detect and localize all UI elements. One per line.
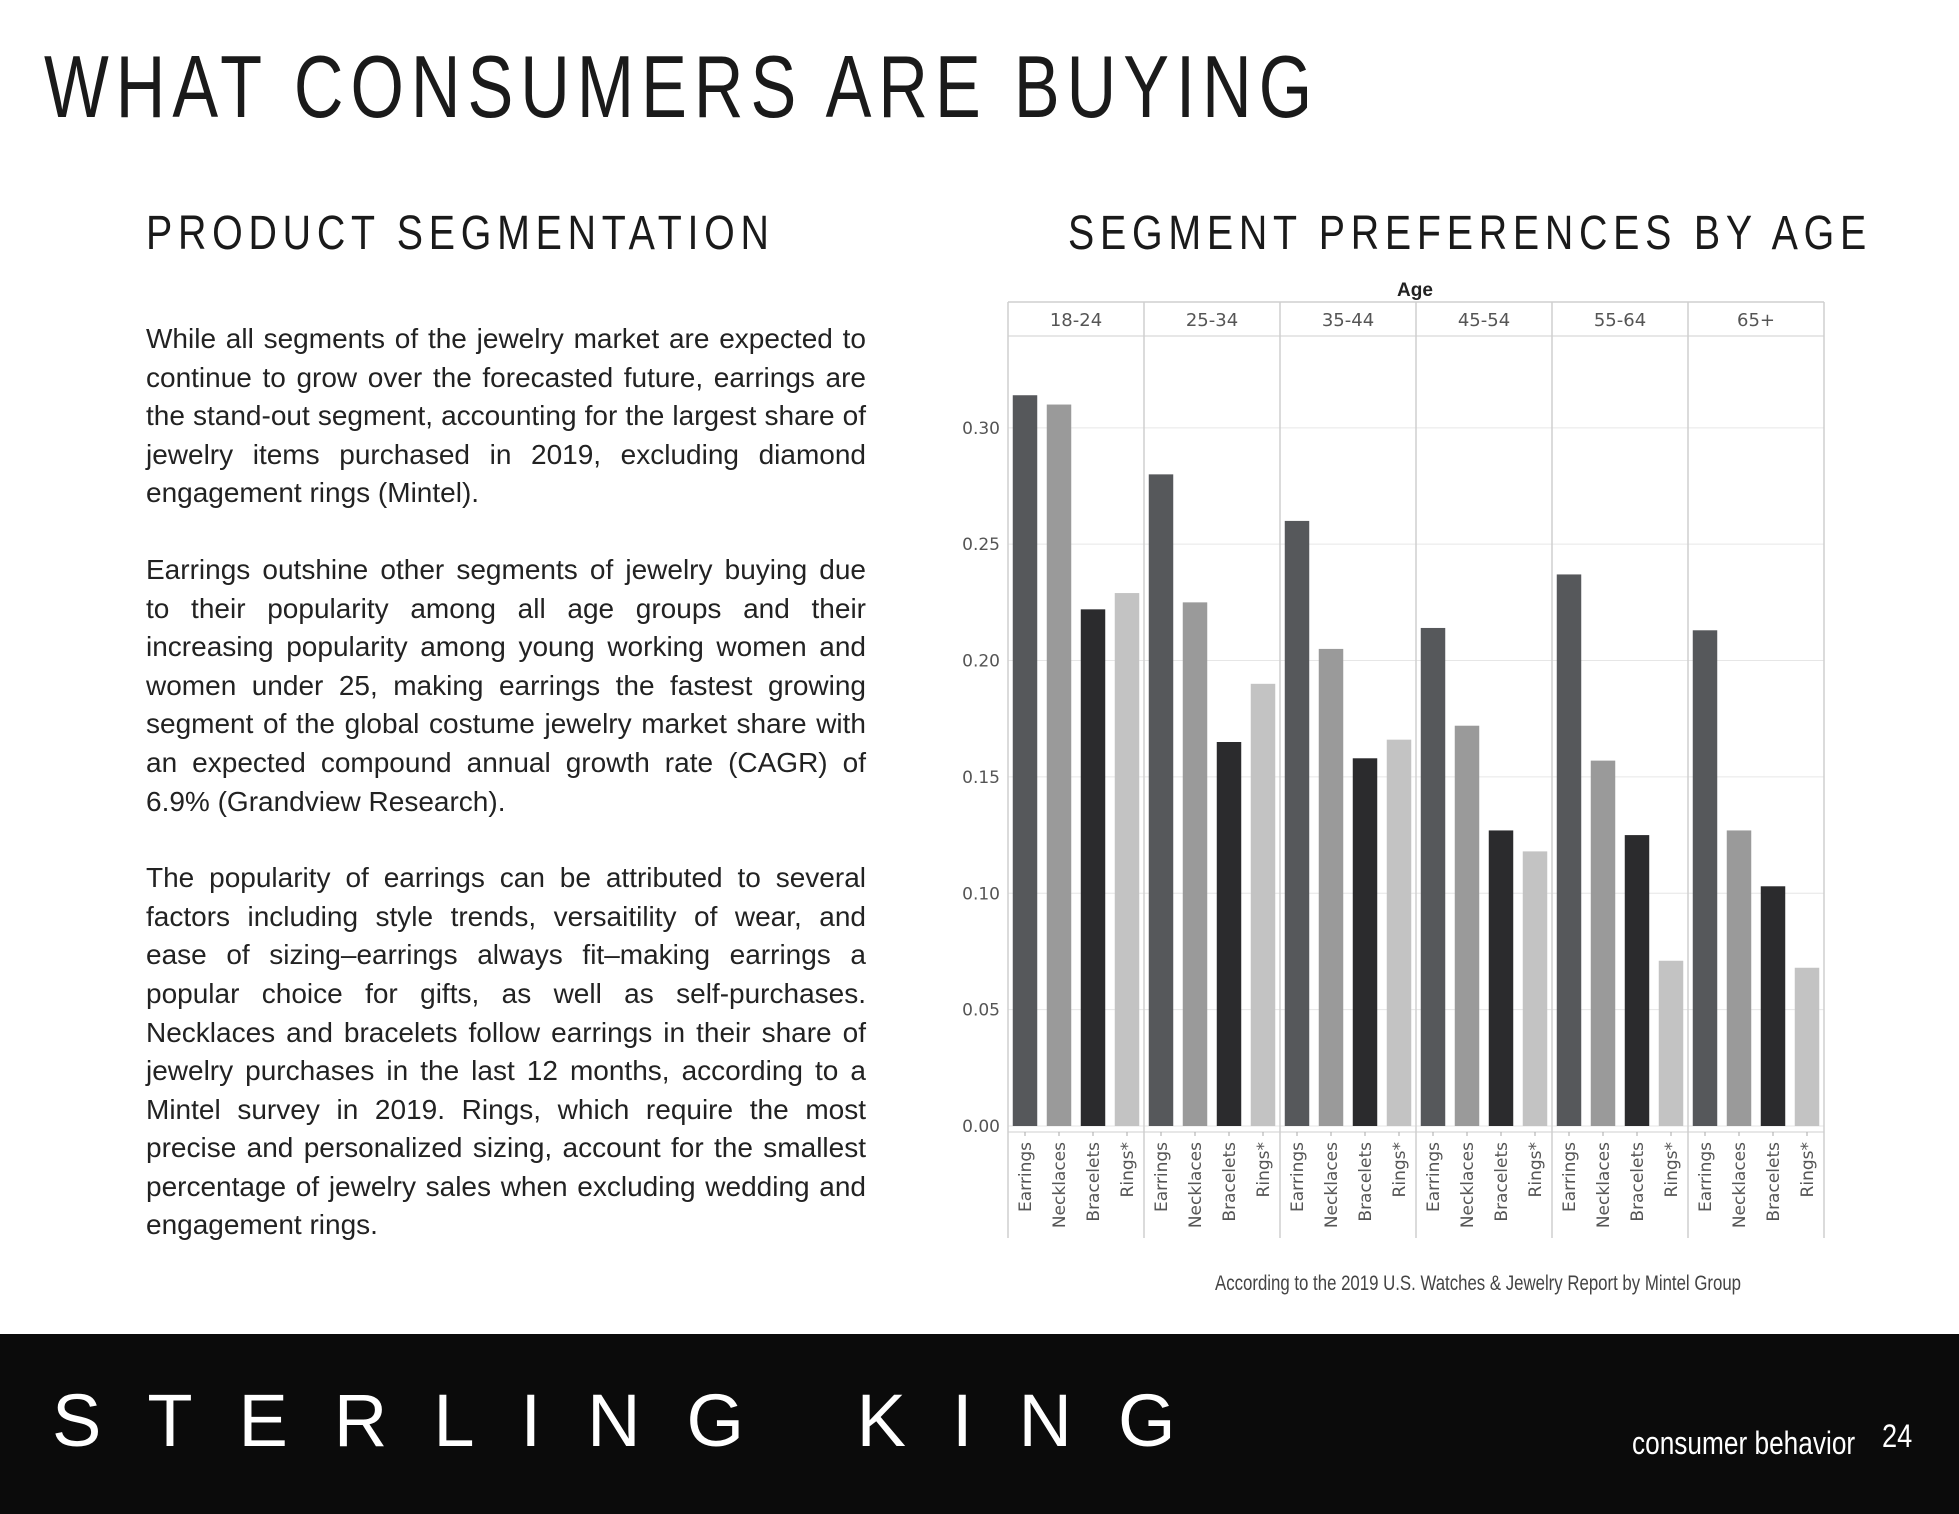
bar xyxy=(1726,830,1752,1126)
x-tick-label: Rings* xyxy=(1390,1142,1410,1197)
facet-label: 35-44 xyxy=(1322,310,1374,331)
x-tick-label: Earrings xyxy=(1152,1142,1172,1212)
x-tick-label: Rings* xyxy=(1662,1142,1682,1197)
facet-axis-label: Age xyxy=(1397,280,1433,301)
facet-label: 65+ xyxy=(1737,310,1775,331)
paragraph-1: While all segments of the jewelry market… xyxy=(146,323,866,509)
x-tick-label: Rings* xyxy=(1526,1142,1546,1197)
x-axis: Earrings Necklaces Bracelets Rings* Earrings… xyxy=(1016,1132,1818,1228)
y-tick-label: 0.00 xyxy=(962,1117,1000,1137)
facet-label: 25-34 xyxy=(1186,310,1238,331)
facet-label: 45-54 xyxy=(1458,310,1510,331)
x-tick-label: Necklaces xyxy=(1458,1142,1478,1228)
x-tick-label: Rings* xyxy=(1118,1142,1138,1197)
paragraph-3: The popularity of earrings can be attrib… xyxy=(146,862,866,1241)
bar xyxy=(1284,520,1310,1126)
y-axis: 0.00 0.05 0.10 0.15 0.20 0.25 0.30 xyxy=(962,419,1000,1137)
x-tick-label: Bracelets xyxy=(1084,1142,1104,1222)
x-tick-label: Bracelets xyxy=(1220,1142,1240,1222)
x-tick-label: Necklaces xyxy=(1186,1142,1206,1228)
x-tick-label: Earrings xyxy=(1696,1142,1716,1212)
bar xyxy=(1692,630,1718,1126)
brand-logo: STERLING KING xyxy=(52,1379,1222,1462)
x-tick-label: Earrings xyxy=(1424,1142,1444,1212)
bar xyxy=(1590,760,1616,1126)
x-tick-label: Rings* xyxy=(1798,1142,1818,1197)
x-tick-label: Bracelets xyxy=(1628,1142,1648,1222)
body-text: While all segments of the jewelry market… xyxy=(146,320,866,1283)
bar xyxy=(1012,395,1038,1127)
y-tick-label: 0.30 xyxy=(962,419,1000,439)
x-tick-label: Necklaces xyxy=(1050,1142,1070,1228)
x-tick-label: Necklaces xyxy=(1730,1142,1750,1228)
y-tick-label: 0.25 xyxy=(962,535,1000,555)
y-tick-label: 0.15 xyxy=(962,768,1000,788)
segment-preferences-chart: 18-24 25-34 35-44 45-54 55-64 65+ 0.00 0.05 0.1… xyxy=(962,280,1825,1238)
facet-label: 18-24 xyxy=(1050,310,1102,331)
page-number: 24 xyxy=(1882,1418,1913,1454)
x-tick-label: Necklaces xyxy=(1594,1142,1614,1228)
bar xyxy=(1454,725,1480,1126)
facet-label: 55-64 xyxy=(1594,310,1646,331)
bar xyxy=(1148,474,1174,1126)
x-tick-label: Necklaces xyxy=(1322,1142,1342,1228)
x-tick-label: Earrings xyxy=(1288,1142,1308,1212)
bar xyxy=(1386,739,1412,1126)
x-tick-label: Bracelets xyxy=(1356,1142,1376,1222)
bar xyxy=(1046,404,1072,1126)
bar xyxy=(1080,609,1106,1126)
bar xyxy=(1522,851,1548,1126)
chart-title: SEGMENT PREFERENCES BY AGE xyxy=(1068,207,1872,260)
source-note: According to the 2019 U.S. Watches & Jew… xyxy=(1215,1272,1742,1295)
x-tick-label: Earrings xyxy=(1016,1142,1036,1212)
x-tick-label: Bracelets xyxy=(1492,1142,1512,1222)
product-segmentation-heading: PRODUCT SEGMENTATION xyxy=(146,207,775,260)
bar xyxy=(1556,574,1582,1126)
bar xyxy=(1420,627,1446,1126)
paragraph-2: Earrings outshine other segments of jewe… xyxy=(146,553,866,817)
bar xyxy=(1794,967,1820,1126)
y-tick-label: 0.20 xyxy=(962,652,1000,672)
bar xyxy=(1760,886,1786,1126)
bar xyxy=(1318,648,1344,1126)
x-tick-label: Bracelets xyxy=(1764,1142,1784,1222)
bar xyxy=(1114,593,1140,1126)
bar xyxy=(1216,742,1242,1126)
chart-bars xyxy=(1012,395,1820,1127)
footer-section-label: consumer behavior xyxy=(1632,1425,1856,1461)
age-facets: 18-24 25-34 35-44 45-54 55-64 65+ xyxy=(1007,301,1825,1238)
y-tick-label: 0.10 xyxy=(962,884,1000,904)
bar xyxy=(1488,830,1514,1126)
bar xyxy=(1352,758,1378,1126)
bar xyxy=(1250,683,1276,1126)
bar xyxy=(1182,602,1208,1126)
bar xyxy=(1624,835,1650,1126)
y-tick-label: 0.05 xyxy=(962,1001,1000,1021)
x-tick-label: Earrings xyxy=(1560,1142,1580,1212)
page-title: WHAT CONSUMERS ARE BUYING xyxy=(44,37,1320,136)
x-tick-label: Rings* xyxy=(1254,1142,1274,1197)
footer-bar xyxy=(0,1334,1959,1514)
bar xyxy=(1658,960,1684,1126)
